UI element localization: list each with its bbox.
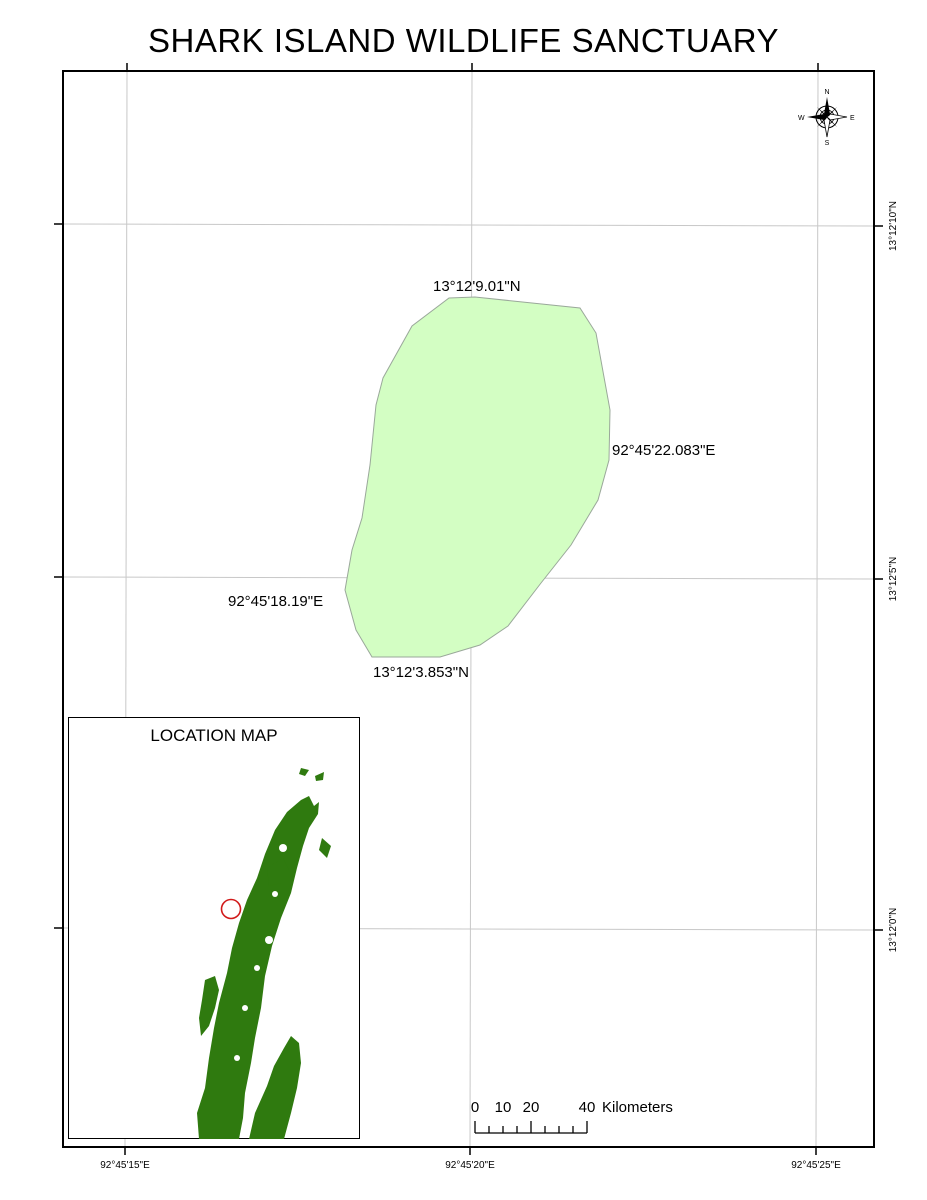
island-landmass bbox=[299, 768, 309, 776]
label-north-extent: 13°12'9.01"N bbox=[433, 278, 521, 295]
scale-bar: 0 10 20 40 Kilometers bbox=[471, 1099, 673, 1134]
label-west-extent: 92°45'18.19"E bbox=[228, 593, 323, 610]
compass-e: E bbox=[850, 115, 855, 122]
lat-label: 13°12'0"N bbox=[888, 908, 899, 953]
meridian-line bbox=[815, 69, 819, 1149]
scale-unit: Kilometers bbox=[602, 1099, 673, 1116]
island-landmass bbox=[267, 858, 289, 886]
island-landmass bbox=[199, 976, 219, 1036]
scale-tick-label: 40 bbox=[579, 1099, 596, 1116]
lon-label: 92°45'15"E bbox=[100, 1160, 150, 1171]
scale-tick-label: 20 bbox=[523, 1099, 540, 1116]
island-landmass bbox=[315, 772, 324, 781]
label-south-extent: 13°12'3.853"N bbox=[373, 664, 469, 681]
lat-label: 13°12'5"N bbox=[888, 557, 899, 602]
lat-label: 13°12'10"N bbox=[888, 201, 899, 251]
location-map-inset: LOCATION MAP bbox=[68, 717, 360, 1139]
compass-s: S bbox=[825, 140, 830, 147]
compass-w: W bbox=[798, 115, 805, 122]
scale-tick-label: 0 bbox=[471, 1099, 479, 1116]
lon-label: 92°45'25"E bbox=[791, 1160, 841, 1171]
scale-tick-label: 10 bbox=[495, 1099, 512, 1116]
island-landmass bbox=[249, 1036, 301, 1139]
inset-title: LOCATION MAP bbox=[150, 726, 278, 745]
label-east-extent: 92°45'22.083"E bbox=[612, 442, 715, 459]
locator-circle bbox=[220, 898, 242, 920]
sanctuary-polygon bbox=[344, 296, 611, 658]
lon-label: 92°45'20"E bbox=[445, 1160, 495, 1171]
island-landmass bbox=[319, 838, 331, 858]
frame-ticks bbox=[54, 63, 883, 1155]
map-frame bbox=[62, 70, 875, 1148]
inset-map bbox=[197, 768, 331, 1139]
compass-rose-icon: N S E W bbox=[798, 89, 855, 147]
compass-n: N bbox=[824, 89, 829, 96]
parallel-line bbox=[61, 223, 876, 227]
map-title: SHARK ISLAND WILDLIFE SANCTUARY bbox=[147, 22, 780, 59]
